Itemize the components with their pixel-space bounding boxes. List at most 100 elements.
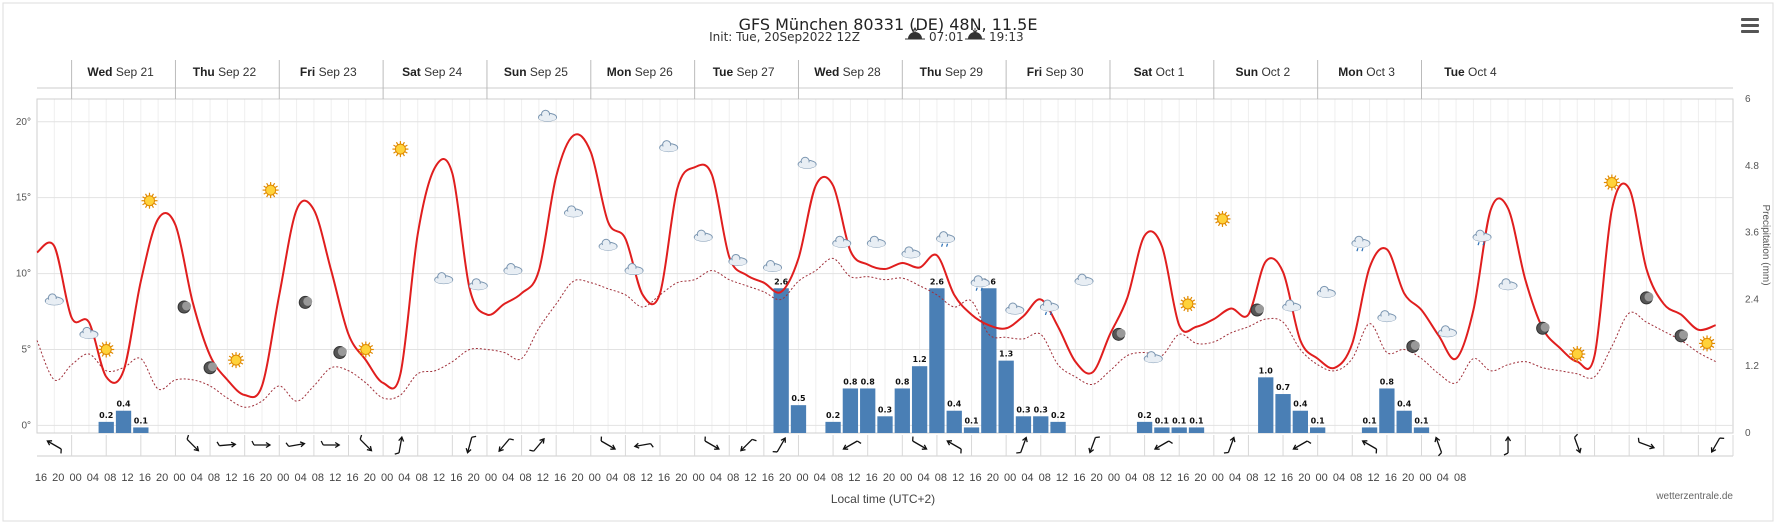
- day-label: Sun Sep 25: [504, 65, 568, 79]
- day-label: Thu Sep 22: [193, 65, 257, 79]
- moon-icon: [1112, 327, 1126, 341]
- precip-bar: [894, 388, 910, 433]
- hour-tick-label: 16: [1177, 472, 1189, 484]
- hour-tick-label: 04: [191, 472, 203, 484]
- wind-arrow-icon: [498, 438, 514, 453]
- precip-label: 0.3: [878, 405, 892, 414]
- wind-arrow-icon: [394, 435, 405, 455]
- precip-label: 0.1: [1414, 416, 1429, 425]
- precip-bar: [1379, 388, 1395, 433]
- hour-ticks: 16 20 00 04 08 12 16 20 00 04 08 12 16 20 00 04 08 12 16 20…: [35, 472, 1466, 484]
- wind-arrow-icon: [320, 440, 341, 449]
- precip-bar: [929, 288, 945, 433]
- hour-tick-label: 20: [883, 472, 895, 484]
- hour-tick-label: 16: [450, 472, 462, 484]
- sun-icon: [262, 182, 279, 199]
- precip-bar: [1154, 427, 1170, 433]
- dewpoint-line: [36, 257, 1716, 408]
- wind-arrow-icon: [1292, 440, 1312, 450]
- chart-subtitle: Init: Tue, 20Sep2022 12Z 07:01 19:13: [709, 27, 1024, 44]
- hour-tick-label: 04: [1125, 472, 1137, 484]
- hour-tick-label: 08: [1246, 472, 1258, 484]
- hour-tick-label: 16: [866, 472, 878, 484]
- precip-bar: [1015, 416, 1032, 433]
- moon-icon: [1674, 329, 1689, 343]
- temperature-tick-label: 15°: [16, 193, 31, 204]
- moon-icon: [1536, 321, 1550, 335]
- wind-arrow-icon: [216, 441, 237, 448]
- temperature-tick-label: 5°: [21, 345, 31, 356]
- day-label: Tue Oct 4: [1444, 65, 1497, 79]
- precip-label: 0.2: [1138, 411, 1152, 420]
- hour-tick-label: 12: [952, 472, 964, 484]
- cloud-icon: [434, 272, 454, 285]
- cloud-icon: [728, 253, 748, 266]
- cloud-icon: [624, 263, 644, 276]
- x-axis-label: Local time (UTC+2): [831, 492, 935, 506]
- hour-tick-label: 08: [1454, 472, 1466, 484]
- precipitation-tick-label: 4.8: [1745, 161, 1759, 172]
- hour-tick-label: 12: [433, 472, 445, 484]
- precip-label: 0.8: [843, 377, 858, 386]
- moon-icon: [333, 346, 347, 360]
- cloud-icon: [1316, 285, 1336, 298]
- precip-label: 0.3: [1034, 405, 1048, 414]
- hour-tick-label: 04: [710, 472, 722, 484]
- hour-tick-label: 00: [900, 472, 912, 484]
- hour-tick-label: 12: [537, 472, 549, 484]
- hour-tick-label: 12: [1367, 472, 1379, 484]
- wind-arrow-icon: [1573, 433, 1582, 454]
- sun-icon: [1214, 210, 1231, 227]
- precip-bar: [1292, 410, 1308, 433]
- weather-icons: [44, 109, 1716, 375]
- cloud-icon: [44, 293, 64, 306]
- hour-tick-label: 00: [381, 472, 393, 484]
- wind-arrow-icon: [1153, 440, 1173, 450]
- hour-tick-label: 20: [779, 472, 791, 484]
- hour-tick-label: 20: [364, 472, 376, 484]
- precip-bar: [790, 405, 807, 433]
- precip-label: 0.1: [1189, 416, 1204, 425]
- wind-arrow-icon: [600, 436, 617, 450]
- cloud-icon: [797, 156, 817, 169]
- precip-bar: [981, 288, 997, 433]
- day-label: Sun Oct 2: [1235, 65, 1290, 79]
- wind-arrow-icon: [842, 440, 862, 450]
- hour-tick-label: 04: [1333, 472, 1345, 484]
- precip-bar: [115, 410, 132, 433]
- sun-icon: [98, 341, 115, 358]
- day-label: Mon Oct 3: [1338, 65, 1395, 79]
- precip-bar: [842, 388, 859, 433]
- moon-icon: [203, 361, 218, 375]
- hour-tick-label: 08: [831, 472, 843, 484]
- hour-tick-label: 16: [243, 472, 255, 484]
- hour-tick-label: 12: [641, 472, 653, 484]
- hour-tick-label: 12: [1264, 472, 1276, 484]
- precip-label: 0.4: [1293, 400, 1308, 409]
- hour-tick-label: 16: [139, 472, 151, 484]
- menu-button[interactable]: [1741, 18, 1759, 34]
- hour-tick-label: 00: [1212, 472, 1224, 484]
- cloud-icon: [79, 326, 99, 339]
- day-label: Wed Sep 21: [87, 65, 154, 79]
- precip-label: 0.4: [947, 400, 962, 409]
- hour-tick-label: 00: [1004, 472, 1016, 484]
- precip-label: 0.1: [964, 416, 979, 425]
- precip-label: 0.2: [826, 411, 840, 420]
- precip-label: 0.5: [791, 394, 806, 403]
- precip-bar: [877, 416, 893, 433]
- sun-icon: [1603, 174, 1620, 191]
- temperature-tick-label: 0°: [21, 420, 31, 431]
- cloud-icon: [1143, 351, 1163, 364]
- precip-label: 0.2: [1051, 411, 1065, 420]
- cloud-icon: [1498, 278, 1518, 291]
- sun-icon: [1569, 346, 1586, 363]
- precip-label: 2.6: [774, 277, 789, 286]
- hour-tick-label: 12: [848, 472, 860, 484]
- sun-icon: [1179, 295, 1196, 312]
- hour-tick-label: 08: [312, 472, 324, 484]
- hour-tick-label: 08: [935, 472, 947, 484]
- hour-tick-label: 16: [762, 472, 774, 484]
